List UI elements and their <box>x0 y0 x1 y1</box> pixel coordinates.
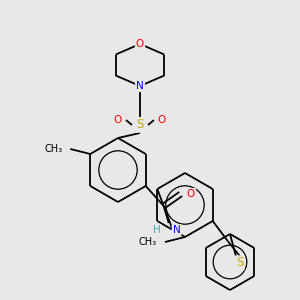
Text: O: O <box>158 115 166 125</box>
Text: S: S <box>236 256 243 269</box>
Text: O: O <box>136 39 144 49</box>
Text: O: O <box>114 115 122 125</box>
Text: CH₃: CH₃ <box>44 144 62 154</box>
Text: N: N <box>173 225 181 235</box>
Text: N: N <box>136 81 144 91</box>
Text: CH₃: CH₃ <box>139 237 157 247</box>
Text: O: O <box>187 189 195 199</box>
Text: H: H <box>153 225 161 235</box>
Text: S: S <box>136 118 144 131</box>
